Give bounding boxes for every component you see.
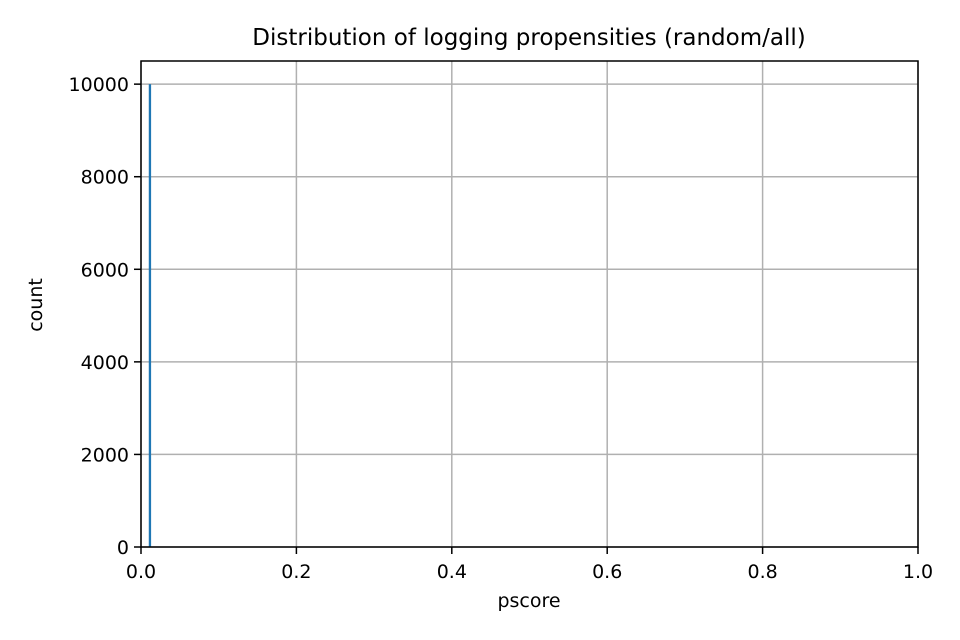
y-axis-label: count: [25, 278, 47, 332]
y-tick-label: 8000: [81, 167, 129, 189]
y-tick-label: 10000: [69, 74, 129, 96]
x-tick-label: 0.4: [437, 561, 467, 583]
histogram-bar: [148, 84, 152, 548]
x-tick-label: 0.2: [281, 561, 311, 583]
y-tick-label: 4000: [81, 352, 129, 374]
x-tick-label: 1.0: [903, 561, 933, 583]
y-tick-label: 6000: [81, 259, 129, 281]
x-tick-label: 0.8: [747, 561, 777, 583]
y-ticks: 0 2000 4000 6000 8000 10000: [69, 74, 141, 559]
plot-frame: [140, 60, 919, 548]
chart-title: Distribution of logging propensities (ra…: [252, 25, 805, 51]
bars: [148, 84, 152, 548]
y-tick-label: 0: [117, 537, 129, 559]
x-tick-label: 0.6: [592, 561, 622, 583]
x-tick-label: 0.0: [126, 561, 156, 583]
x-ticks: 0.0 0.2 0.4 0.6 0.8 1.0: [126, 547, 933, 583]
x-axis-label: pscore: [497, 590, 560, 612]
y-tick-label: 2000: [81, 444, 129, 466]
